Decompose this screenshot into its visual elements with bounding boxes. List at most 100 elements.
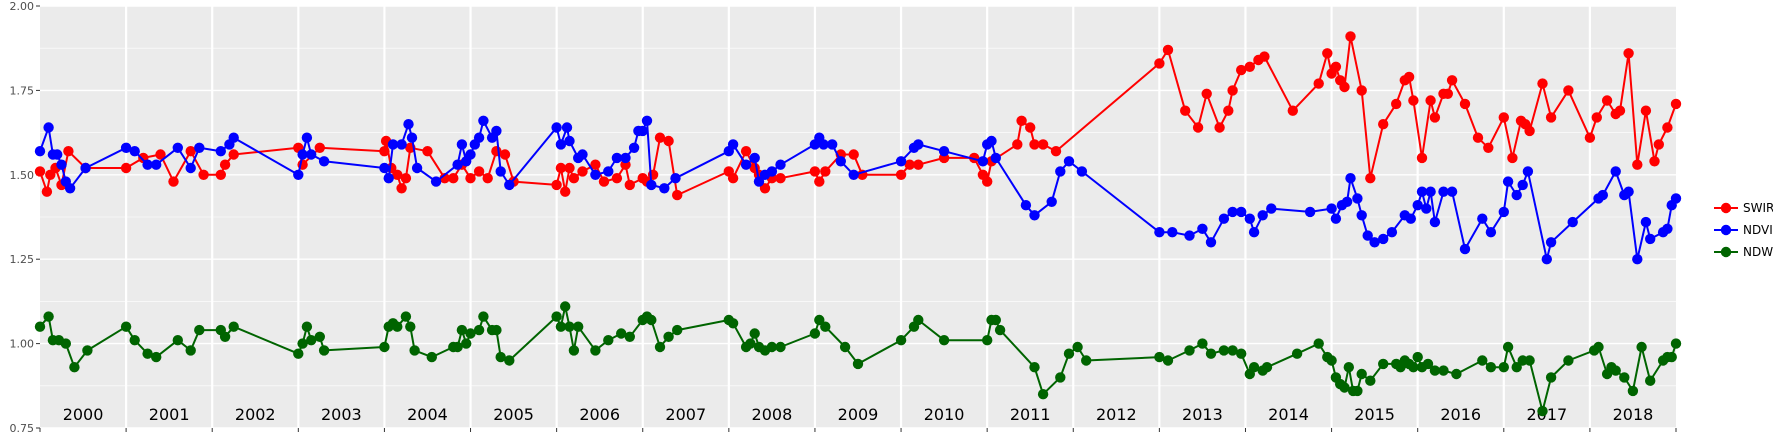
data-point-swir: [1623, 48, 1634, 59]
data-point-ndwi: [775, 341, 786, 353]
data-point-ndwi: [1610, 365, 1621, 376]
data-point-ndwi: [1029, 362, 1040, 373]
year-label: 2007: [665, 405, 706, 424]
data-point-ndwi: [573, 321, 584, 332]
data-point-ndvi: [990, 152, 1001, 164]
data-point-ndvi: [590, 169, 601, 180]
data-point-ndwi: [1365, 375, 1376, 386]
data-point-ndwi: [301, 321, 313, 332]
data-point-ndvi: [670, 173, 681, 184]
data-point-ndwi: [938, 335, 950, 346]
data-point-ndvi: [456, 139, 468, 150]
data-point-ndvi: [749, 152, 760, 164]
data-point-ndwi: [654, 341, 666, 353]
data-point-ndvi: [1248, 227, 1260, 238]
data-point-ndvi: [1498, 206, 1510, 218]
data-point-ndwi: [172, 335, 183, 346]
data-point-ndwi: [297, 338, 308, 349]
data-point-ndwi: [1072, 341, 1083, 353]
data-point-ndwi: [982, 335, 993, 346]
data-point-ndvi: [1517, 179, 1528, 191]
data-point-swir: [555, 162, 567, 174]
data-point-swir: [598, 176, 610, 187]
data-point-swir: [1025, 122, 1036, 133]
data-point-ndvi: [379, 162, 390, 174]
data-point-ndwi: [1261, 362, 1273, 373]
data-point-ndwi: [1227, 345, 1238, 356]
data-point-swir: [727, 173, 739, 184]
data-point-ndwi: [473, 324, 485, 336]
data-point-ndvi: [646, 179, 657, 191]
data-point-ndwi: [1429, 365, 1441, 376]
data-point-ndvi: [1477, 213, 1488, 224]
data-point-ndwi: [1670, 338, 1682, 349]
data-point-swir: [1356, 85, 1367, 96]
data-point-ndvi: [52, 149, 63, 160]
legend-key-point: [1720, 224, 1732, 236]
data-point-ndvi: [452, 159, 463, 170]
data-point-ndwi: [1666, 351, 1677, 363]
data-point-ndwi: [1524, 355, 1535, 366]
data-point-swir: [215, 169, 226, 180]
data-point-ndvi: [1645, 233, 1656, 245]
data-point-ndvi: [1197, 223, 1208, 234]
y-axis: 0.75 1.00 1.25 1.50 1.75 2.00: [10, 0, 40, 435]
data-point-ndwi: [814, 314, 825, 326]
data-point-swir: [577, 166, 588, 177]
data-point-swir: [1037, 139, 1049, 150]
data-point-ndwi: [1326, 355, 1337, 366]
year-label: 2018: [1613, 405, 1654, 424]
data-point-ndvi: [1236, 206, 1247, 218]
data-point-swir: [1259, 51, 1270, 62]
data-point-ndvi: [491, 125, 502, 137]
data-point-swir: [1214, 122, 1225, 133]
data-point-ndvi: [641, 115, 653, 127]
data-point-ndwi: [1343, 362, 1355, 373]
data-point-ndvi: [818, 139, 829, 150]
data-point-ndvi: [775, 159, 786, 170]
data-point-swir: [1537, 78, 1548, 89]
data-point-ndwi: [1636, 341, 1647, 353]
data-point-swir: [913, 159, 924, 170]
data-point-ndwi: [151, 351, 162, 363]
data-point-ndvi: [151, 159, 162, 170]
data-point-swir: [1313, 78, 1324, 89]
data-point-ndvi: [1421, 203, 1432, 214]
data-point-swir: [551, 179, 562, 191]
year-label: 2001: [149, 405, 190, 424]
data-point-ndvi: [1167, 227, 1178, 238]
data-point-ndvi: [1020, 200, 1032, 211]
data-point-ndvi: [1597, 189, 1609, 201]
data-point-swir: [672, 189, 683, 201]
data-point-ndvi: [1218, 213, 1230, 224]
data-point-ndvi: [827, 139, 838, 150]
data-point-ndwi: [1055, 372, 1066, 383]
data-point-ndvi: [1378, 233, 1389, 245]
data-point-swir: [1050, 146, 1062, 157]
data-point-ndvi: [1662, 223, 1673, 234]
data-point-ndwi: [318, 345, 330, 356]
data-point-ndwi: [895, 335, 907, 346]
data-point-ndvi: [1425, 186, 1436, 197]
year-label: 2000: [63, 405, 104, 424]
data-point-swir: [228, 149, 239, 160]
data-point-swir: [1442, 88, 1454, 100]
data-point-ndvi: [555, 139, 567, 150]
data-point-ndwi: [409, 345, 420, 356]
y-tick-label: 1.50: [10, 169, 35, 182]
data-point-ndwi: [1545, 372, 1557, 383]
data-point-ndvi: [1438, 186, 1449, 197]
data-point-ndvi: [80, 162, 91, 174]
data-point-swir: [611, 173, 623, 184]
data-point-ndvi: [637, 125, 648, 137]
data-point-ndvi: [1405, 213, 1417, 224]
data-point-swir: [392, 169, 403, 180]
data-point-swir: [439, 173, 450, 184]
data-point-ndvi: [318, 156, 330, 167]
data-point-swir: [895, 169, 907, 180]
year-label: 2017: [1526, 405, 1567, 424]
year-label: 2004: [407, 405, 448, 424]
data-point-ndvi: [1429, 216, 1441, 228]
data-point-ndvi: [1029, 210, 1040, 221]
